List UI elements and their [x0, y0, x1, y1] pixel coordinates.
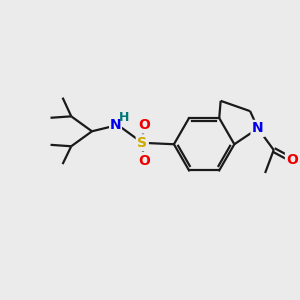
Text: O: O	[138, 154, 150, 168]
Text: S: S	[137, 136, 147, 150]
Text: N: N	[110, 118, 121, 132]
Text: N: N	[252, 122, 264, 135]
Text: O: O	[286, 153, 298, 167]
Text: O: O	[138, 118, 150, 132]
Text: H: H	[119, 111, 129, 124]
